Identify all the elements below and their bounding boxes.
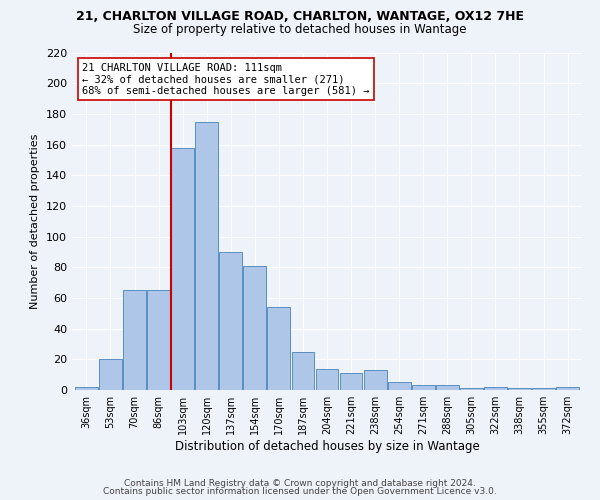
Bar [123, 290, 146, 390]
Bar [484, 387, 507, 390]
X-axis label: Distribution of detached houses by size in Wantage: Distribution of detached houses by size … [175, 440, 479, 453]
Bar [364, 370, 386, 390]
Bar [292, 352, 314, 390]
Bar [316, 368, 338, 390]
Bar [268, 307, 290, 390]
Bar [244, 266, 266, 390]
Bar [388, 382, 410, 390]
Bar [412, 386, 434, 390]
Bar [195, 122, 218, 390]
Bar [436, 386, 459, 390]
Text: Size of property relative to detached houses in Wantage: Size of property relative to detached ho… [133, 22, 467, 36]
Bar [340, 373, 362, 390]
Text: 21, CHARLTON VILLAGE ROAD, CHARLTON, WANTAGE, OX12 7HE: 21, CHARLTON VILLAGE ROAD, CHARLTON, WAN… [76, 10, 524, 23]
Bar [556, 387, 579, 390]
Y-axis label: Number of detached properties: Number of detached properties [31, 134, 40, 309]
Text: Contains HM Land Registry data © Crown copyright and database right 2024.: Contains HM Land Registry data © Crown c… [124, 478, 476, 488]
Bar [75, 387, 98, 390]
Bar [99, 360, 122, 390]
Text: Contains public sector information licensed under the Open Government Licence v3: Contains public sector information licen… [103, 487, 497, 496]
Bar [171, 148, 194, 390]
Bar [220, 252, 242, 390]
Bar [532, 388, 555, 390]
Bar [508, 388, 531, 390]
Bar [147, 290, 170, 390]
Text: 21 CHARLTON VILLAGE ROAD: 111sqm
← 32% of detached houses are smaller (271)
68% : 21 CHARLTON VILLAGE ROAD: 111sqm ← 32% o… [82, 62, 370, 96]
Bar [460, 388, 483, 390]
